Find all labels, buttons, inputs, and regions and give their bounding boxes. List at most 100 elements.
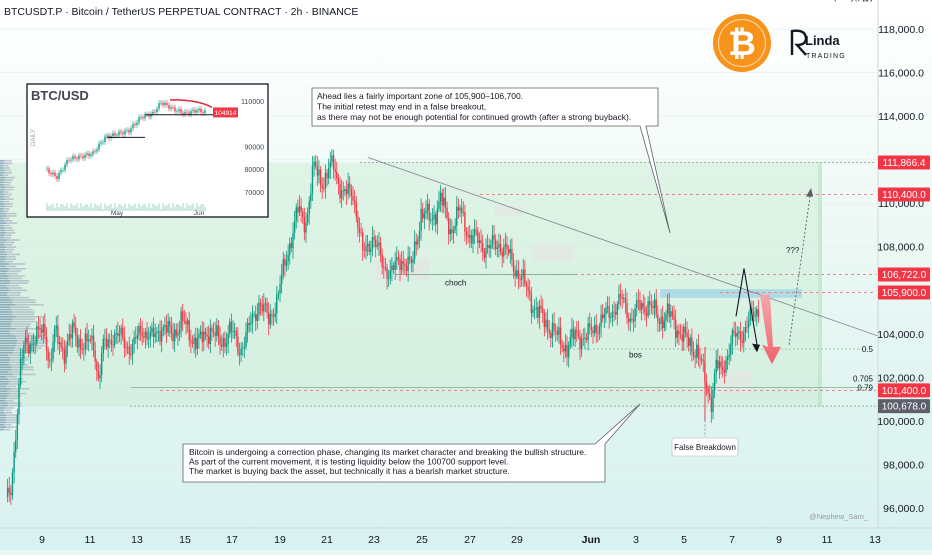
candle-body — [122, 327, 124, 338]
candle-body — [407, 256, 409, 271]
profile-bar-inner — [0, 323, 11, 325]
candle-body — [387, 277, 390, 279]
candle-body — [130, 354, 132, 356]
candle-body — [569, 337, 571, 346]
inset-candle-body — [78, 155, 80, 160]
candle-body — [73, 322, 75, 328]
candle-body — [277, 292, 280, 295]
candle-body — [542, 308, 544, 314]
candle-body — [660, 316, 662, 324]
profile-bar — [0, 428, 11, 431]
candle-body — [94, 350, 96, 362]
inset-volume-bar — [182, 203, 184, 211]
profile-bar-inner — [0, 227, 5, 229]
candle-body — [266, 303, 268, 313]
inset-candle-body — [184, 111, 186, 115]
candle-body — [666, 303, 669, 314]
bottom-callout-line: Bitcoin is undergoing a correction phase… — [189, 447, 586, 457]
candle-body — [637, 300, 640, 301]
profile-bar-inner — [0, 294, 8, 296]
profile-bar — [0, 409, 11, 412]
candle-body — [131, 344, 134, 356]
candle-body — [164, 325, 166, 328]
inset-volume-bar — [54, 207, 56, 211]
candle-body — [678, 330, 680, 335]
watermark: @Nephew_Sam_ — [809, 512, 869, 521]
candle-body — [355, 202, 357, 217]
candle-body — [587, 323, 589, 341]
candle-body — [97, 370, 100, 379]
profile-bar — [0, 236, 11, 239]
candle-body — [191, 342, 194, 344]
profile-bar — [0, 392, 26, 395]
profile-bar — [0, 172, 12, 174]
candle-body — [84, 333, 87, 350]
candle-body — [123, 337, 126, 348]
profile-bar-inner — [0, 342, 17, 344]
inset-volume-bar — [166, 204, 168, 211]
price-tag — [878, 267, 930, 282]
candle-body — [746, 327, 748, 328]
profile-bar — [0, 162, 13, 164]
profile-bar — [0, 421, 19, 424]
profile-bar-inner — [0, 313, 12, 316]
profile-bar-inner — [0, 330, 10, 332]
profile-bar — [0, 318, 36, 320]
candle-body — [313, 161, 315, 167]
profile-bar — [0, 400, 14, 402]
profile-bar-inner — [0, 186, 6, 188]
x-tick-label: 25 — [416, 534, 428, 546]
inset-candle-body — [102, 142, 104, 143]
y-tick-label: 118,000.0 — [878, 24, 924, 36]
candle-body — [524, 269, 526, 284]
bitcoin-coin-icon — [713, 14, 771, 72]
inset-candle-body — [128, 129, 130, 133]
candle-body — [326, 172, 328, 179]
profile-bar-inner — [0, 306, 11, 308]
candle-body — [357, 216, 359, 228]
candle-body — [514, 271, 516, 277]
top-callout-line: The initial retest may end in a false br… — [317, 102, 486, 112]
projection-path — [735, 268, 758, 345]
profile-bar — [0, 203, 13, 205]
profile-bar — [0, 232, 16, 234]
candle-body — [185, 320, 187, 325]
profile-bar-inner — [0, 188, 5, 191]
inset-price-tag-label: 104914 — [215, 110, 237, 117]
candle-body — [392, 265, 395, 270]
candle-body — [614, 312, 617, 315]
candle-body — [618, 293, 620, 304]
candle-body — [289, 243, 291, 255]
inset-volume-bar — [56, 203, 58, 211]
candle-body — [222, 338, 224, 347]
profile-bar-inner — [0, 193, 5, 196]
profile-bar-inner — [0, 287, 8, 289]
profile-bar — [0, 244, 13, 246]
candle-body — [530, 294, 533, 313]
profile-bar-inner — [0, 198, 5, 200]
profile-bar — [0, 359, 29, 361]
profile-bar — [0, 275, 25, 277]
candle-body — [258, 302, 260, 315]
profile-bar — [0, 364, 29, 366]
profile-bar — [0, 368, 34, 371]
profile-bar — [0, 416, 18, 419]
candle-body — [713, 373, 716, 391]
candle-body — [31, 344, 33, 346]
candle-body — [53, 328, 56, 343]
profile-bar-inner — [0, 349, 14, 352]
inset-candle-body — [202, 112, 204, 114]
inset-volume-bar — [114, 203, 116, 211]
candle-body — [621, 297, 623, 299]
candle-body — [157, 331, 160, 332]
profile-bar-inner — [0, 268, 10, 270]
candle-body — [751, 308, 753, 312]
candle-body — [399, 258, 401, 271]
fib-label: 0.79 — [857, 384, 873, 393]
candle-body — [640, 303, 643, 310]
candle-body — [344, 189, 346, 192]
top-callout-line: as there may not be enough potential for… — [317, 112, 631, 122]
candle-body — [465, 231, 468, 237]
candle-body — [47, 350, 49, 361]
